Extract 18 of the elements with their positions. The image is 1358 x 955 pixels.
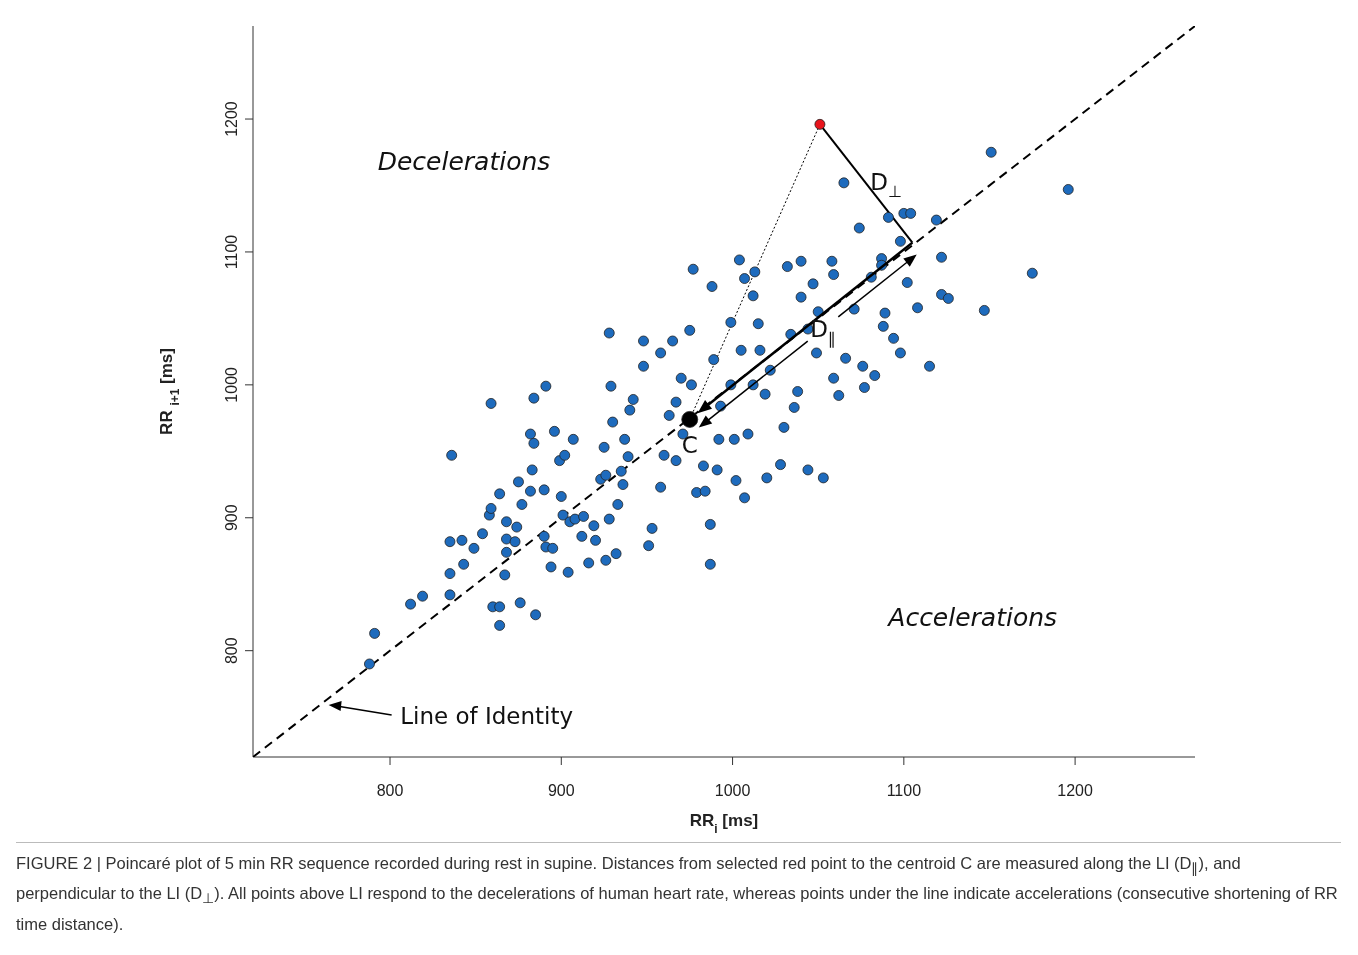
y-tick-label: 1000 <box>223 366 240 403</box>
x-tick-label: 800 <box>376 782 404 800</box>
annotation: Line of Identity <box>400 703 574 730</box>
y-tick-label: 1200 <box>223 101 240 137</box>
y-tick-label: 900 <box>223 504 240 532</box>
y-tick-label: 1100 <box>223 234 240 270</box>
x-axis-title: RR$_{i}$ [ms] <box>689 811 759 836</box>
annotation: D$_{⊥}$ <box>870 168 902 201</box>
x-tick-label: 1100 <box>886 782 922 800</box>
annotation: C <box>681 432 698 459</box>
annotation: D$_{∥}$ <box>810 315 836 348</box>
x-tick-label: 1000 <box>714 782 751 800</box>
y-tick-label: 800 <box>223 637 240 665</box>
x-tick-label: 1200 <box>1057 782 1094 800</box>
text: FIGURE 2 | Poincaré plot of 5 min RR sequence recorded during rest in supine. Distances from selected red point to the centroid C are measured along the LI (D$_{∥}$), and perpendicular to the LI (D$_{⊥}$). All points above LI respond to the decelerations of human heart rate, whereas points under the line indicate accelerations (consecutive shortening of RR time distance). <box>16 854 1338 933</box>
annotation: Decelerations <box>377 146 551 176</box>
x-tick-label: 900 <box>547 782 575 800</box>
annotation: Accelerations <box>886 602 1058 632</box>
